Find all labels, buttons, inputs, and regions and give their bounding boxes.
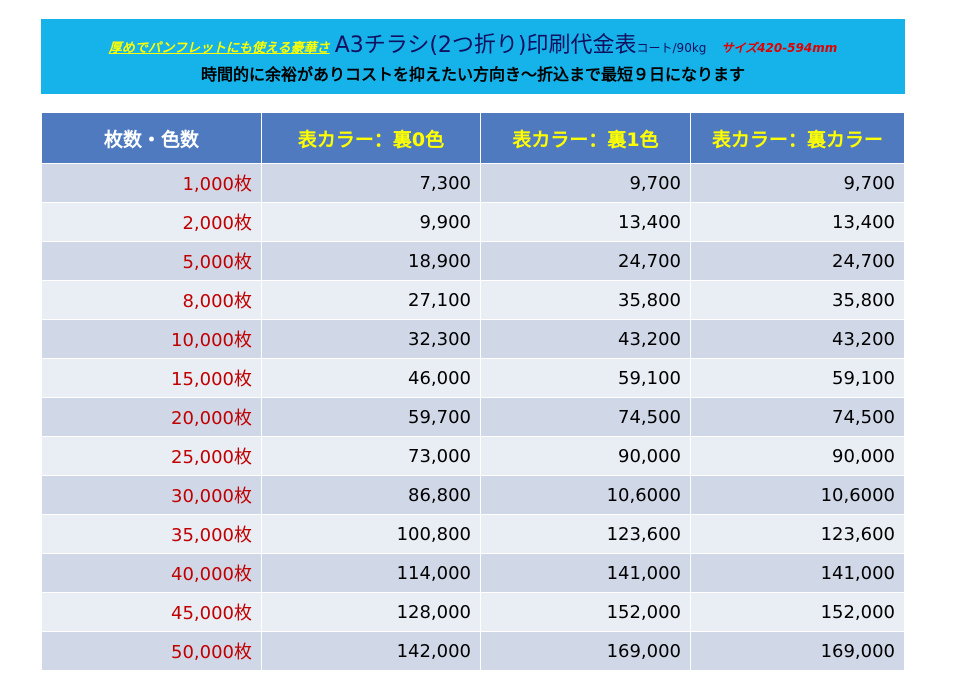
table-row: 50,000枚 142,000 169,000 169,000 (41, 631, 905, 671)
page-title: A3チラシ(2つ折り)印刷代金表 (334, 33, 637, 58)
title-banner: 厚めでパンフレットにも使える豪華さ A3チラシ(2つ折り)印刷代金表コート/90… (41, 19, 905, 94)
price-back-1-color-cell: 35,800 (480, 280, 691, 320)
price-back-0-color-cell: 7,300 (261, 163, 481, 203)
price-back-full-color-cell: 35,800 (690, 280, 905, 320)
price-back-full-color-cell: 59,100 (690, 358, 905, 398)
quantity-cell: 25,000枚 (41, 436, 262, 476)
table-header-row: 枚数・色数 表カラー：裏0色 表カラー：裏1色 表カラー：裏カラー (41, 112, 905, 164)
column-header-back-1-color: 表カラー：裏1色 (480, 112, 691, 164)
price-back-full-color-cell: 169,000 (690, 631, 905, 671)
price-back-1-color-cell: 90,000 (480, 436, 691, 476)
table-row: 2,000枚 9,900 13,400 13,400 (41, 202, 905, 242)
lead-text: 厚めでパンフレットにも使える豪華さ (108, 41, 330, 56)
price-back-0-color-cell: 142,000 (261, 631, 481, 671)
price-table: 枚数・色数 表カラー：裏0色 表カラー：裏1色 表カラー：裏カラー 1,000枚… (41, 112, 905, 671)
table-row: 10,000枚 32,300 43,200 43,200 (41, 319, 905, 359)
quantity-cell: 1,000枚 (41, 163, 262, 203)
price-back-full-color-cell: 24,700 (690, 241, 905, 281)
price-back-0-color-cell: 32,300 (261, 319, 481, 359)
quantity-cell: 50,000枚 (41, 631, 262, 671)
table-row: 30,000枚 86,800 10,6000 10,6000 (41, 475, 905, 515)
column-header-back-0-color: 表カラー：裏0色 (261, 112, 481, 164)
column-header-back-full-color: 表カラー：裏カラー (690, 112, 905, 164)
quantity-cell: 30,000枚 (41, 475, 262, 515)
size-spec: サイズ420-594mm (721, 41, 838, 55)
price-back-full-color-cell: 9,700 (690, 163, 905, 203)
quantity-cell: 20,000枚 (41, 397, 262, 437)
price-back-1-color-cell: 24,700 (480, 241, 691, 281)
price-back-0-color-cell: 46,000 (261, 358, 481, 398)
price-back-0-color-cell: 114,000 (261, 553, 481, 593)
quantity-cell: 5,000枚 (41, 241, 262, 281)
price-back-1-color-cell: 169,000 (480, 631, 691, 671)
table-body: 1,000枚 7,300 9,700 9,700 2,000枚 9,900 13,400 13… (41, 163, 905, 671)
price-back-full-color-cell: 43,200 (690, 319, 905, 359)
price-back-full-color-cell: 13,400 (690, 202, 905, 242)
price-back-full-color-cell: 90,000 (690, 436, 905, 476)
quantity-cell: 40,000枚 (41, 553, 262, 593)
banner-title-line: 厚めでパンフレットにも使える豪華さ A3チラシ(2つ折り)印刷代金表コート/90… (41, 31, 905, 64)
paper-spec: コート/90kg (636, 41, 707, 55)
table-row: 1,000枚 7,300 9,700 9,700 (41, 163, 905, 203)
table-row: 5,000枚 18,900 24,700 24,700 (41, 241, 905, 281)
price-back-0-color-cell: 27,100 (261, 280, 481, 320)
price-back-1-color-cell: 74,500 (480, 397, 691, 437)
price-back-full-color-cell: 141,000 (690, 553, 905, 593)
quantity-cell: 8,000枚 (41, 280, 262, 320)
subtitle: 時間的に余裕がありコストを抑えたい方向き～折込まで最短９日になります (200, 65, 745, 84)
table-row: 25,000枚 73,000 90,000 90,000 (41, 436, 905, 476)
price-back-1-color-cell: 123,600 (480, 514, 691, 554)
price-back-0-color-cell: 18,900 (261, 241, 481, 281)
table-row: 45,000枚 128,000 152,000 152,000 (41, 592, 905, 632)
price-back-1-color-cell: 9,700 (480, 163, 691, 203)
price-back-1-color-cell: 10,6000 (480, 475, 691, 515)
price-back-0-color-cell: 86,800 (261, 475, 481, 515)
quantity-cell: 35,000枚 (41, 514, 262, 554)
price-back-1-color-cell: 59,100 (480, 358, 691, 398)
price-back-0-color-cell: 128,000 (261, 592, 481, 632)
price-back-0-color-cell: 73,000 (261, 436, 481, 476)
table-row: 35,000枚 100,800 123,600 123,600 (41, 514, 905, 554)
price-back-1-color-cell: 13,400 (480, 202, 691, 242)
price-back-0-color-cell: 100,800 (261, 514, 481, 554)
price-back-full-color-cell: 74,500 (690, 397, 905, 437)
table-row: 20,000枚 59,700 74,500 74,500 (41, 397, 905, 437)
table-row: 15,000枚 46,000 59,100 59,100 (41, 358, 905, 398)
price-back-0-color-cell: 9,900 (261, 202, 481, 242)
price-back-full-color-cell: 123,600 (690, 514, 905, 554)
price-back-1-color-cell: 141,000 (480, 553, 691, 593)
price-back-1-color-cell: 43,200 (480, 319, 691, 359)
table-row: 8,000枚 27,100 35,800 35,800 (41, 280, 905, 320)
quantity-cell: 15,000枚 (41, 358, 262, 398)
quantity-cell: 2,000枚 (41, 202, 262, 242)
table-row: 40,000枚 114,000 141,000 141,000 (41, 553, 905, 593)
price-back-0-color-cell: 59,700 (261, 397, 481, 437)
price-back-1-color-cell: 152,000 (480, 592, 691, 632)
price-back-full-color-cell: 152,000 (690, 592, 905, 632)
column-header-quantity: 枚数・色数 (41, 112, 262, 164)
quantity-cell: 10,000枚 (41, 319, 262, 359)
price-back-full-color-cell: 10,6000 (690, 475, 905, 515)
quantity-cell: 45,000枚 (41, 592, 262, 632)
